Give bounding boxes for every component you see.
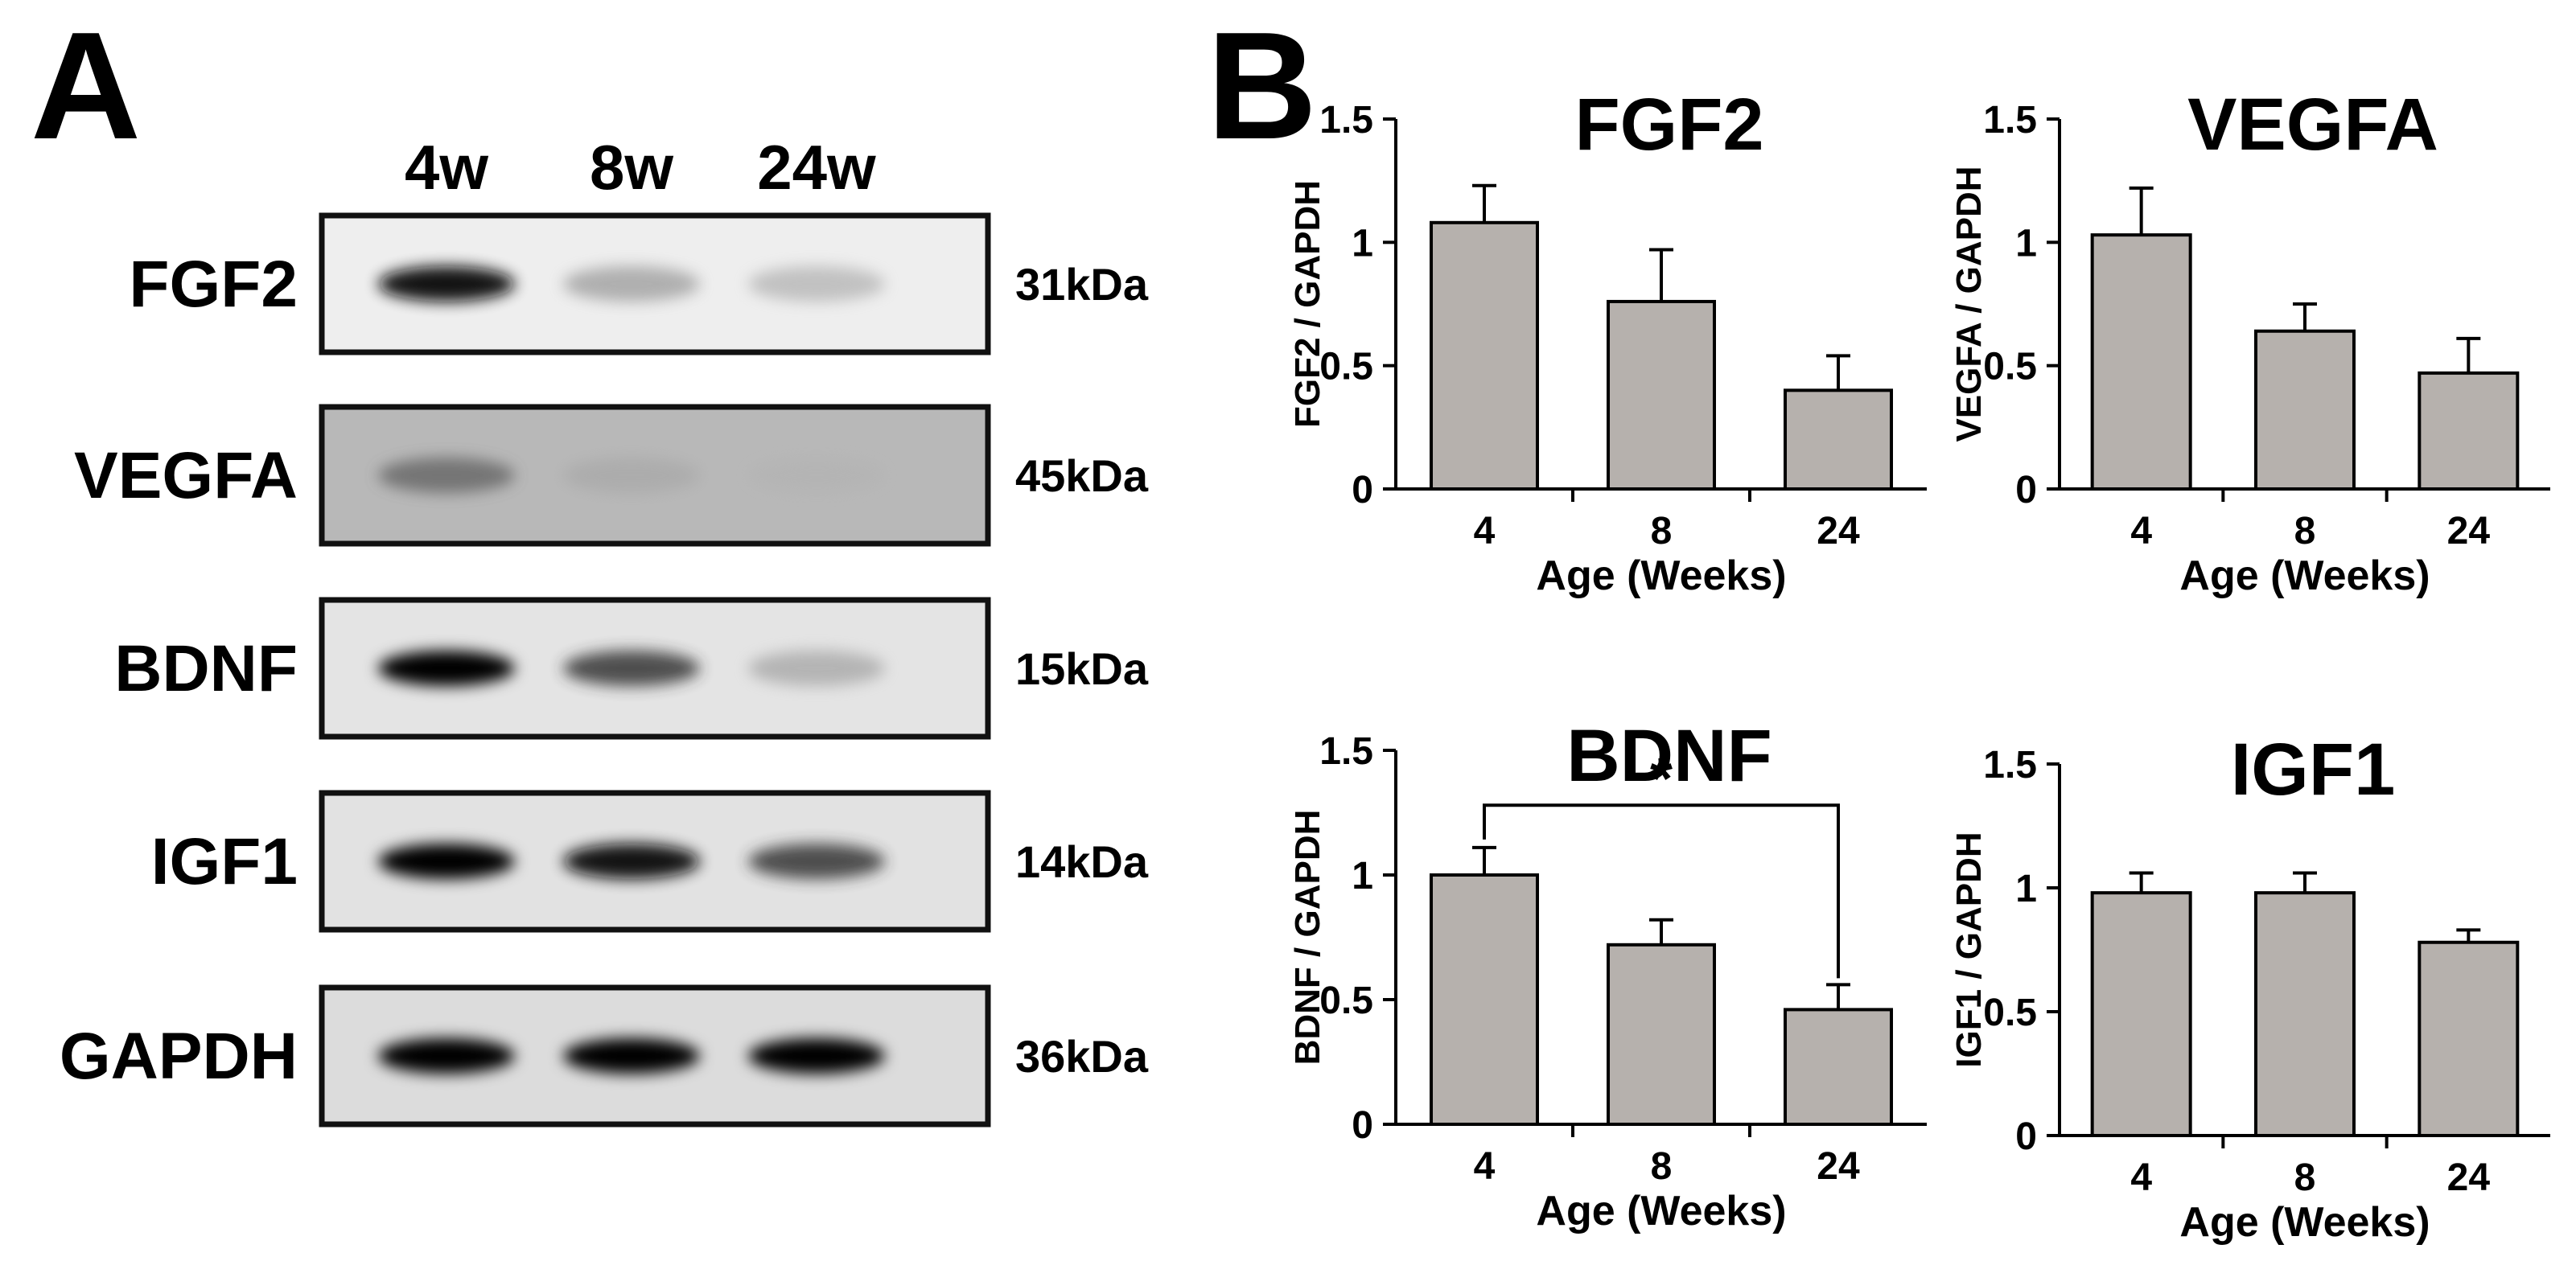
- bar-4: [2090, 233, 2192, 491]
- band-fgf2-24w: [748, 266, 885, 302]
- mw-label-gapdh: 36kDa: [1015, 1031, 1149, 1082]
- x-axis-label: Age (Weeks): [1536, 1188, 1786, 1234]
- bar-24: [1784, 1008, 1893, 1127]
- bar-24: [2418, 371, 2520, 491]
- chart-title: BDNF: [1566, 715, 1772, 797]
- band-gapdh-8w: [563, 1038, 700, 1074]
- band-gapdh-24w: [748, 1038, 885, 1074]
- chart-title: VEGFA: [2187, 84, 2438, 166]
- band-gapdh-4w: [378, 1038, 515, 1074]
- x-category-label-8: 8: [2294, 1156, 2316, 1199]
- lane-label-24w: 24w: [757, 132, 876, 203]
- bar-8: [1607, 943, 1716, 1127]
- y-axis-label: FGF2 / GAPDH: [1288, 180, 1327, 428]
- y-tick-label: 1: [1352, 222, 1373, 265]
- y-tick-label: 1.5: [1319, 99, 1373, 142]
- y-tick-label: 1: [2015, 222, 2037, 265]
- bar-24: [1784, 388, 1893, 491]
- western-blot-panel: 4w 8w 24w FGF2 31kDa VEGFA 45kDa BDNF 15kDa IGF1 1…: [60, 132, 1149, 1128]
- protein-label-bdnf: BDNF: [114, 632, 298, 705]
- bar-8: [2254, 329, 2356, 491]
- bar-4: [2090, 891, 2192, 1138]
- band-vegfa-24w: [748, 458, 885, 493]
- y-axis-label: VEGFA / GAPDH: [1949, 166, 1989, 442]
- band-vegfa-4w: [378, 458, 515, 493]
- x-axis-label: Age (Weeks): [2179, 552, 2430, 599]
- y-axis-label: BDNF / GAPDH: [1288, 810, 1327, 1066]
- protein-label-igf1: IGF1: [151, 825, 298, 898]
- x-category-label-24: 24: [1817, 510, 1860, 552]
- mw-label-bdnf: 15kDa: [1015, 643, 1149, 694]
- bar-4: [1430, 220, 1539, 491]
- band-bdnf-8w: [563, 651, 700, 686]
- y-tick-label: 1: [2015, 868, 2037, 910]
- mw-label-fgf2: 31kDa: [1015, 259, 1149, 310]
- mw-label-igf1: 14kDa: [1015, 836, 1149, 887]
- y-tick-label: 0: [2015, 469, 2037, 511]
- band-fgf2-8w: [563, 266, 700, 302]
- band-igf1-8w: [563, 844, 700, 879]
- chart-title: FGF2: [1574, 84, 1763, 166]
- y-tick-label: 0: [2015, 1115, 2037, 1158]
- significance-star: *: [1650, 747, 1673, 811]
- x-category-label-4: 4: [1474, 510, 1496, 552]
- x-category-label-4: 4: [1474, 1145, 1496, 1188]
- panel-a-label: A: [31, 1, 141, 171]
- x-category-label-4: 4: [2130, 1156, 2152, 1199]
- y-tick-label: 0: [1352, 469, 1373, 511]
- band-vegfa-8w: [563, 458, 700, 493]
- protein-label-gapdh: GAPDH: [60, 1020, 298, 1093]
- band-fgf2-4w: [378, 266, 515, 302]
- y-tick-label: 0.5: [1319, 346, 1373, 388]
- y-tick-label: 0: [1352, 1104, 1373, 1147]
- band-bdnf-24w: [748, 651, 885, 686]
- band-bdnf-4w: [378, 651, 515, 686]
- protein-label-fgf2: FGF2: [129, 248, 298, 321]
- y-tick-label: 1.5: [1319, 730, 1373, 773]
- bar-8: [2254, 891, 2356, 1138]
- chart-igf1: IGF1 IGF1 / GAPDH 0 0.5 1 1.5 4 8 24 Age (Weeks): [1949, 729, 2550, 1246]
- bar-4: [1430, 873, 1539, 1126]
- chart-fgf2: FGF2 FGF2 / GAPDH 0 0.5 1 1.5 4 8 24 Age (Weeks): [1288, 84, 1927, 599]
- y-tick-label: 1.5: [1983, 744, 2037, 787]
- protein-label-vegfa: VEGFA: [74, 439, 298, 512]
- chart-title: IGF1: [2231, 729, 2395, 811]
- x-category-label-24: 24: [2447, 1156, 2491, 1199]
- y-tick-label: 1.5: [1983, 99, 2037, 142]
- x-category-label-8: 8: [1651, 510, 1673, 552]
- y-tick-label: 0.5: [1319, 980, 1373, 1022]
- x-axis-label: Age (Weeks): [2179, 1199, 2430, 1246]
- y-axis-label: IGF1 / GAPDH: [1949, 832, 1989, 1067]
- x-category-label-24: 24: [2447, 510, 2491, 552]
- significance-bracket: [1483, 803, 1840, 979]
- panel-b-label: B: [1207, 1, 1317, 171]
- band-igf1-24w: [748, 844, 885, 879]
- x-category-label-24: 24: [1817, 1145, 1860, 1188]
- bar-8: [1607, 299, 1716, 491]
- mw-label-vegfa: 45kDa: [1015, 450, 1149, 501]
- chart-vegfa: VEGFA VEGFA / GAPDH 0 0.5 1 1.5 4 8 24 Age (Weeks…: [1949, 84, 2550, 599]
- bar-24: [2418, 940, 2520, 1138]
- lane-label-4w: 4w: [405, 132, 488, 203]
- chart-bdnf: BDNF BDNF / GAPDH 0 0.5 1 1.5 4 8 24 Age (Weeks) *: [1288, 715, 1927, 1234]
- x-category-label-4: 4: [2130, 510, 2152, 552]
- x-axis-label: Age (Weeks): [1536, 552, 1786, 599]
- y-tick-label: 0.5: [1983, 992, 2037, 1034]
- y-tick-label: 1: [1352, 855, 1373, 897]
- band-igf1-4w: [378, 844, 515, 879]
- x-category-label-8: 8: [2294, 510, 2316, 552]
- lane-label-8w: 8w: [590, 132, 673, 203]
- x-category-label-8: 8: [1651, 1145, 1673, 1188]
- y-tick-label: 0.5: [1983, 346, 2037, 388]
